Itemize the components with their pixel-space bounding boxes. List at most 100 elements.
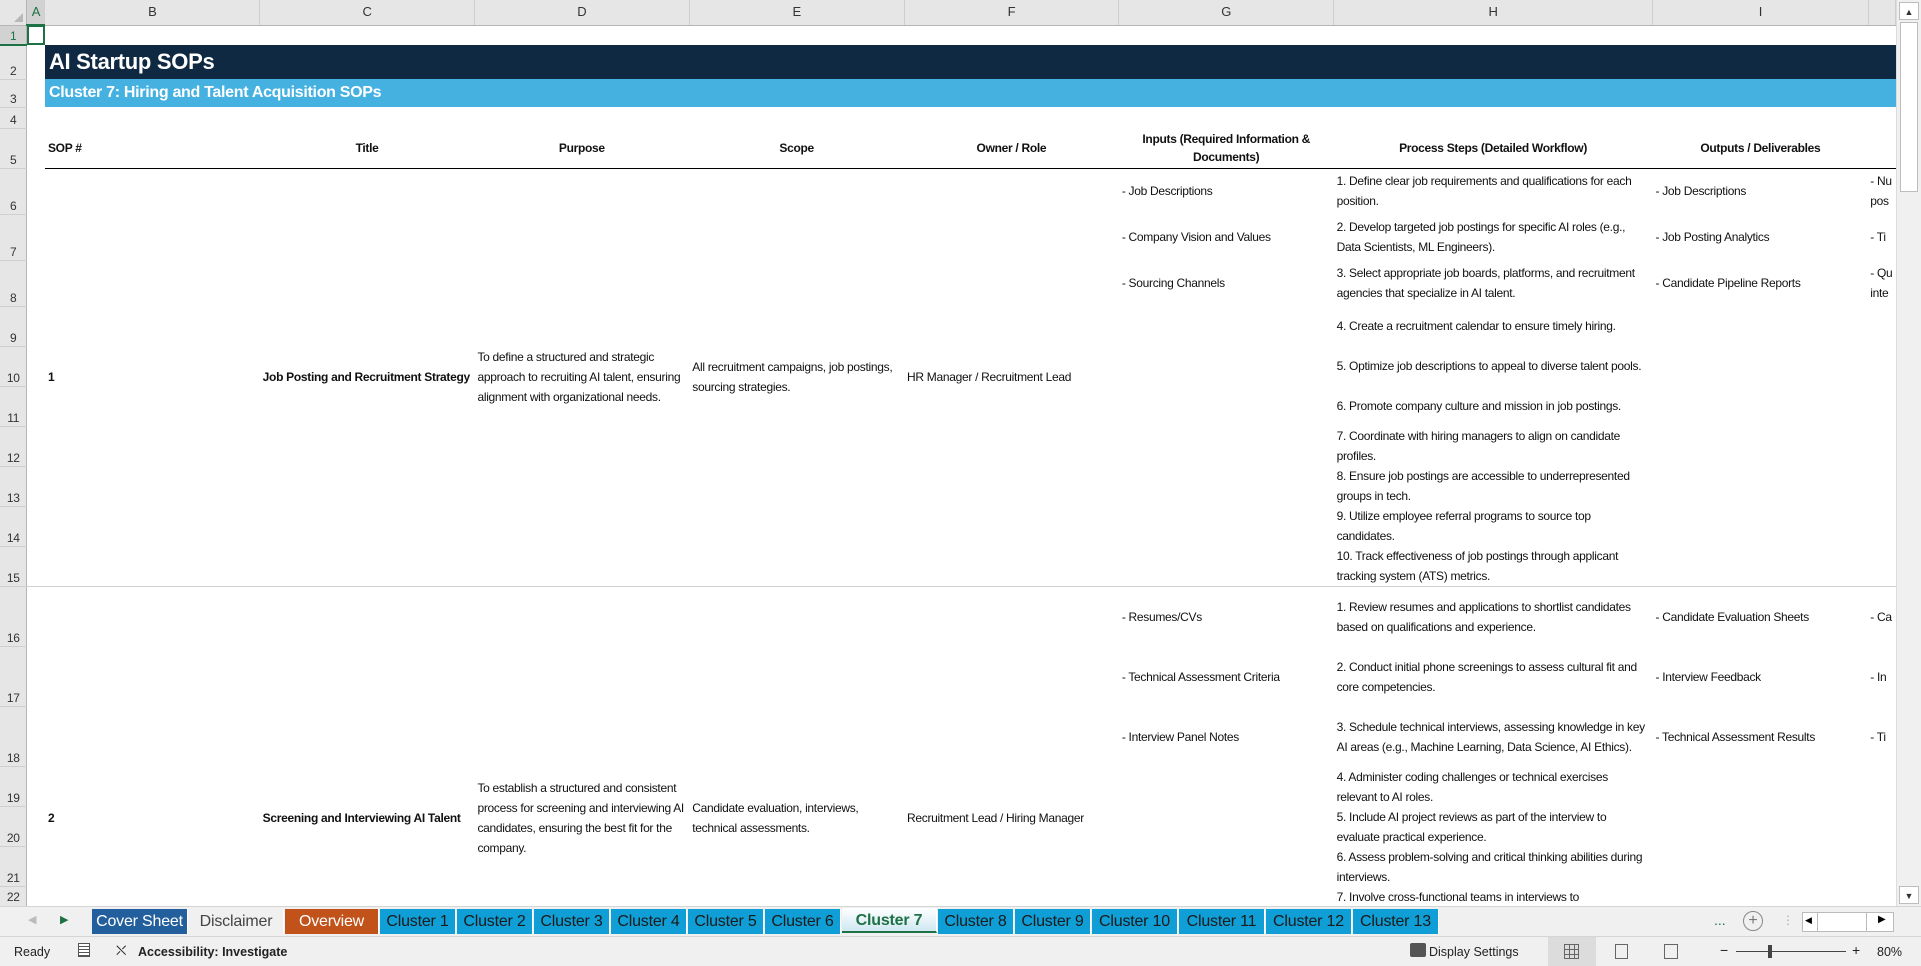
column-header[interactable] xyxy=(1868,0,1897,26)
row-header[interactable]: 9 xyxy=(0,306,28,347)
sheet-tab-cluster-5[interactable]: Cluster 5 xyxy=(688,909,764,934)
row-header[interactable]: 15 xyxy=(0,546,28,587)
scrollbar-thumb-h[interactable] xyxy=(1817,913,1867,931)
sop-process-step[interactable]: 2. Conduct initial phone screenings to a… xyxy=(1336,659,1638,694)
cell[interactable] xyxy=(260,107,475,128)
column-header[interactable]: F xyxy=(904,0,1120,26)
sop-output[interactable]: - Candidate Pipeline Reports xyxy=(1655,276,1801,290)
column-title[interactable]: Inputs (Required Information & Documents… xyxy=(1118,128,1334,169)
sop-process-step[interactable]: 8. Ensure job postings are accessible to… xyxy=(1336,469,1630,503)
sop-output[interactable] xyxy=(1653,767,1869,807)
cell[interactable] xyxy=(27,647,45,707)
row-header[interactable]: 4 xyxy=(0,107,28,129)
cell[interactable] xyxy=(27,168,45,214)
sheet-tab-cluster-2[interactable]: Cluster 2 xyxy=(457,909,533,934)
sop-output[interactable] xyxy=(1653,306,1869,346)
sop-process-step[interactable]: 1. Review resumes and applications to sh… xyxy=(1336,599,1631,634)
sop-process-step[interactable]: 3. Schedule technical interviews, assess… xyxy=(1336,719,1645,754)
cell[interactable] xyxy=(1334,107,1653,128)
cell[interactable] xyxy=(45,25,260,45)
sop-input[interactable]: - Interview Panel Notes xyxy=(1121,729,1239,744)
cell[interactable] xyxy=(27,506,45,546)
cell[interactable] xyxy=(1334,25,1653,45)
sheet-tab-cluster-7[interactable]: Cluster 7 xyxy=(842,908,937,933)
sop-output[interactable] xyxy=(1652,546,1869,587)
add-sheet-plus-circle-icon[interactable]: + xyxy=(1743,911,1763,931)
next-column-cell[interactable]: - In xyxy=(1870,669,1887,684)
sop-process-step[interactable]: 1. Define clear job requirements and qua… xyxy=(1336,174,1632,209)
cell[interactable] xyxy=(27,107,45,128)
sop-input[interactable] xyxy=(1118,546,1334,587)
row-header[interactable]: 2 xyxy=(0,45,28,80)
splitter-handle[interactable]: ⋮ xyxy=(1782,913,1794,927)
column-header[interactable]: C xyxy=(259,0,475,26)
cell[interactable] xyxy=(27,306,45,346)
next-column-cell[interactable]: - Ca xyxy=(1870,609,1892,624)
cell[interactable] xyxy=(1868,107,1895,128)
scroll-up-arrow-icon[interactable]: ▲ xyxy=(1899,2,1919,20)
next-column-cell[interactable]: - Ti xyxy=(1870,729,1886,744)
sop-input[interactable] xyxy=(1119,466,1334,506)
cell[interactable] xyxy=(27,807,45,847)
next-column-cell[interactable] xyxy=(1868,847,1895,887)
scroll-left-arrow-icon[interactable]: ◀ xyxy=(1805,915,1812,925)
zoom-slider[interactable] xyxy=(1736,945,1846,958)
sop-output[interactable] xyxy=(1653,346,1869,386)
sop-input[interactable] xyxy=(1119,887,1334,908)
sop-output[interactable] xyxy=(1653,426,1869,466)
cell[interactable] xyxy=(1653,107,1869,128)
row-header[interactable]: 10 xyxy=(0,346,28,387)
sop-process-step[interactable]: 6. Assess problem-solving and critical t… xyxy=(1336,849,1643,884)
sop-input[interactable]: - Sourcing Channels xyxy=(1121,276,1225,290)
cell[interactable] xyxy=(45,107,260,128)
cell[interactable] xyxy=(1868,25,1895,45)
sop-output[interactable]: - Interview Feedback xyxy=(1655,669,1762,684)
cluster-subtitle[interactable]: Cluster 7: Hiring and Talent Acquisition… xyxy=(44,79,1896,107)
sop-process-step[interactable]: 9. Utilize employee referral programs to… xyxy=(1336,509,1591,543)
display-settings-icon[interactable] xyxy=(1410,943,1426,957)
sop-process-step[interactable]: 3. Select appropriate job boards, platfo… xyxy=(1336,266,1635,300)
sop-output[interactable] xyxy=(1653,887,1869,908)
spreadsheet-grid[interactable]: A B C D E F G H I 1 2 AI Startup SOPs 3 Cluster 7: Hi… xyxy=(0,0,1897,908)
sop-process-step[interactable]: 2. Develop targeted job postings for spe… xyxy=(1336,220,1626,254)
row-header[interactable]: 8 xyxy=(0,260,28,307)
next-column-cell[interactable] xyxy=(1868,546,1896,587)
sop-output[interactable] xyxy=(1653,386,1869,426)
sop-input[interactable] xyxy=(1119,506,1334,546)
cell[interactable] xyxy=(474,107,689,128)
cell[interactable] xyxy=(27,707,45,767)
cell[interactable] xyxy=(27,587,45,647)
sop-process-step[interactable]: 5. Optimize job descriptions to appeal t… xyxy=(1336,359,1642,373)
zoom-level[interactable]: 80% xyxy=(1877,945,1903,959)
accessibility-status[interactable]: Accessibility: Investigate xyxy=(138,945,288,959)
sop-input[interactable]: - Company Vision and Values xyxy=(1121,230,1271,244)
column-header[interactable]: A xyxy=(26,0,46,26)
sop-owner[interactable]: Recruitment Lead / Hiring Manager xyxy=(907,811,1084,826)
horizontal-scrollbar[interactable]: ◀ xyxy=(1802,912,1894,932)
cell[interactable] xyxy=(27,79,45,107)
sop-output[interactable]: - Job Posting Analytics xyxy=(1655,230,1770,244)
cell[interactable] xyxy=(474,25,689,45)
sop-title[interactable]: Screening and Interviewing AI Talent xyxy=(262,811,461,826)
sop-input[interactable] xyxy=(1119,807,1334,847)
sop-input[interactable] xyxy=(1119,346,1334,386)
column-title[interactable]: Owner / Role xyxy=(904,128,1119,169)
sop-process-step[interactable]: 7. Involve cross-functional teams in int… xyxy=(1336,890,1580,904)
cell[interactable] xyxy=(27,847,45,887)
sop-input[interactable] xyxy=(1119,306,1334,346)
cell[interactable] xyxy=(27,466,45,506)
column-header[interactable]: B xyxy=(44,0,261,26)
sop-input[interactable]: - Technical Assessment Criteria xyxy=(1121,669,1280,684)
column-header[interactable]: D xyxy=(474,0,690,26)
cell[interactable] xyxy=(27,767,45,807)
sop-title[interactable]: Job Posting and Recruitment Strategy xyxy=(259,168,475,587)
sop-purpose[interactable]: To establish a structured and consistent… xyxy=(477,781,684,856)
column-header[interactable]: H xyxy=(1333,0,1653,26)
cell[interactable] xyxy=(27,260,45,306)
vertical-scrollbar[interactable]: ▲ ▼ xyxy=(1896,0,1921,906)
sheet-tab-cluster-4[interactable]: Cluster 4 xyxy=(611,909,687,934)
tab-scroll-left-icon[interactable]: ◀ xyxy=(28,914,37,926)
sop-input[interactable]: - Resumes/CVs xyxy=(1121,609,1202,624)
page-break-preview-icon[interactable] xyxy=(1664,944,1678,959)
sop-owner[interactable]: HR Manager / Recruitment Lead xyxy=(904,168,1119,587)
